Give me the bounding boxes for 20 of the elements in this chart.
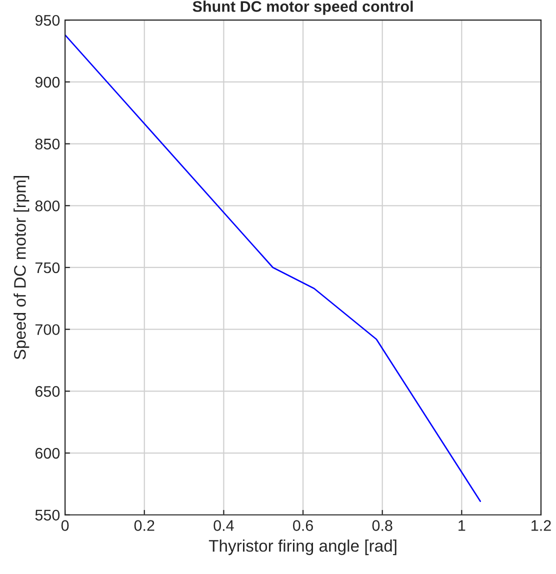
y-tick-label: 950 [35, 14, 60, 26]
y-tick-label: 850 [35, 138, 60, 150]
x-tick-label: 0.2 [134, 520, 154, 531]
y-tick-label: 700 [35, 324, 60, 336]
y-tick-label: 550 [35, 510, 60, 521]
y-tick-label: 650 [35, 386, 60, 397]
line-series [65, 34, 481, 502]
y-tick-label: 750 [35, 262, 60, 274]
x-tick-label: 0.4 [214, 520, 234, 531]
x-tick-label: 0.6 [293, 520, 313, 531]
y-tick-label: 800 [35, 200, 60, 212]
y-tick-label: 900 [35, 76, 60, 88]
x-tick-label: 1.2 [532, 520, 551, 531]
x-tick-label: 0 [61, 520, 69, 531]
x-tick-label: 0.8 [372, 520, 392, 531]
chart-title: Shunt DC motor speed control [192, 0, 413, 15]
x-axis-title: Thyristor firing angle [rad] [208, 540, 396, 556]
x-tick-label: 1 [458, 520, 466, 531]
y-axis-title: Speed of DC motor [rpm] [14, 176, 30, 360]
y-tick-label: 600 [35, 448, 60, 459]
